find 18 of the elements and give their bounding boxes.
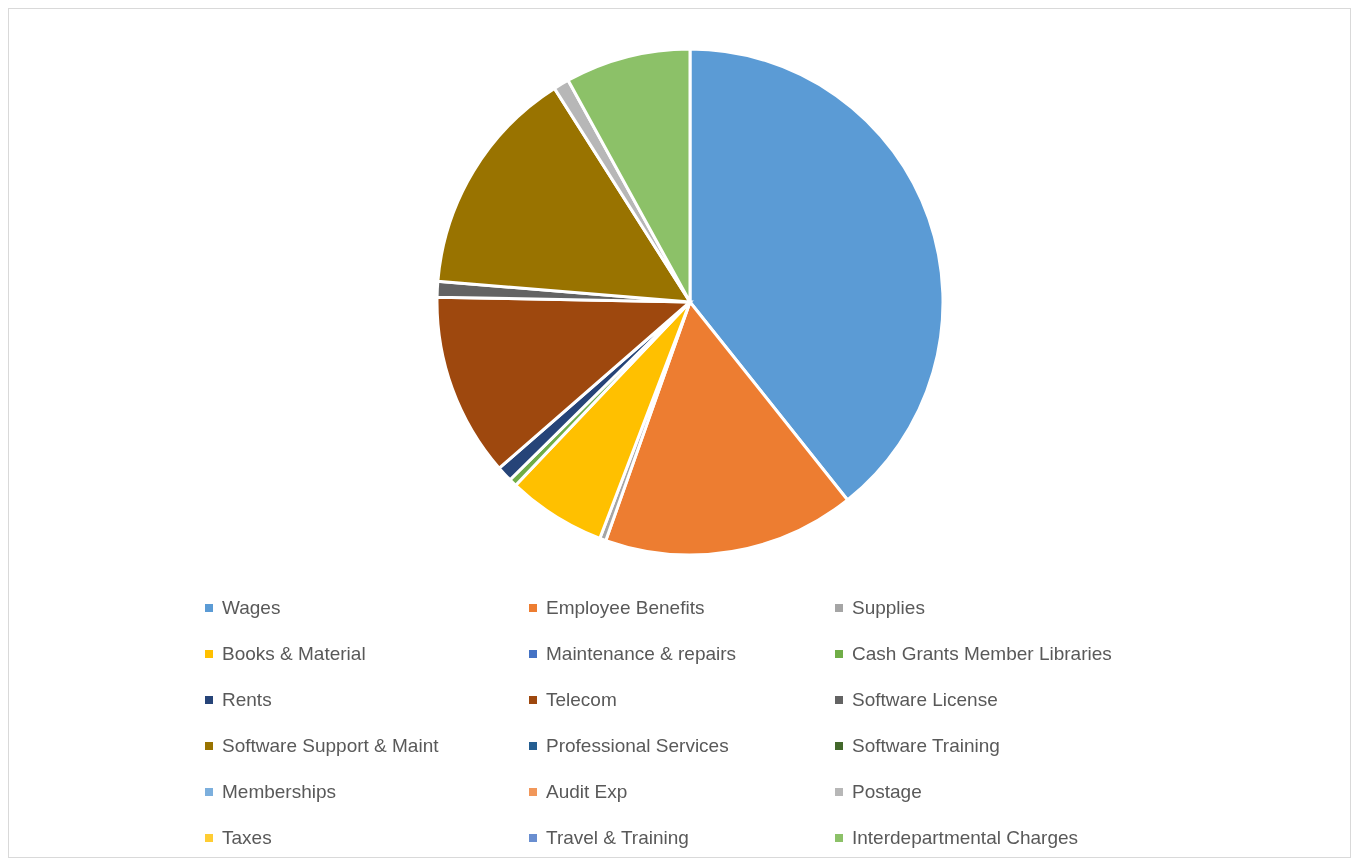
legend-label: Travel & Training xyxy=(546,826,689,849)
legend-label: Supplies xyxy=(852,596,925,619)
legend-label: Software License xyxy=(852,688,998,711)
legend-label: Wages xyxy=(222,596,281,619)
legend-label: Audit Exp xyxy=(546,780,628,803)
legend-label: Software Training xyxy=(852,734,1000,757)
legend-label: Interdepartmental Charges xyxy=(852,826,1079,849)
legend-label: Telecom xyxy=(546,688,617,711)
legend-label: Memberships xyxy=(222,780,337,803)
legend-label: Maintenance & repairs xyxy=(546,642,737,665)
legend-label: Employee Benefits xyxy=(546,596,705,619)
legend-label: Cash Grants Member Libraries xyxy=(852,642,1112,665)
legend-label: Postage xyxy=(852,780,922,803)
legend-label: Professional Services xyxy=(546,734,729,757)
legend-label: Taxes xyxy=(222,826,272,849)
legend-label: Software Support & Maint xyxy=(222,734,439,757)
legend-label: Rents xyxy=(222,688,272,711)
legend-label: Books & Material xyxy=(222,642,366,665)
